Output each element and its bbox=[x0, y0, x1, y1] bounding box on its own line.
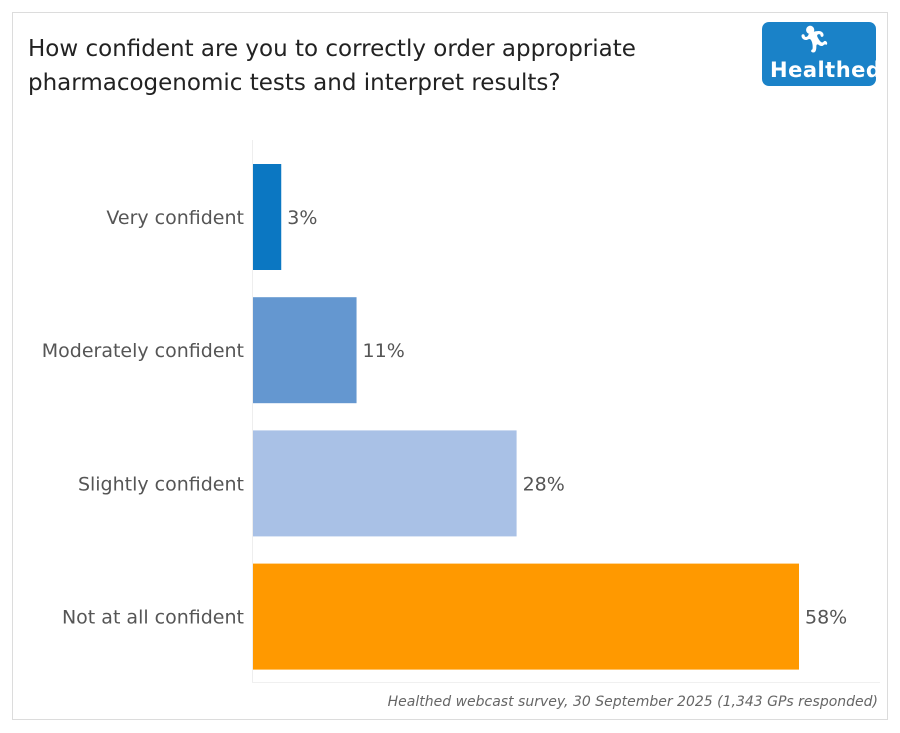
chart-card bbox=[12, 12, 888, 720]
category-label: Very confident bbox=[106, 207, 244, 229]
logo-text: Healthed bbox=[770, 58, 882, 82]
value-label: 3% bbox=[287, 207, 317, 229]
runner-icon: 🏃︎ bbox=[798, 25, 832, 55]
category-label: Slightly confident bbox=[78, 473, 244, 495]
category-label: Not at all confident bbox=[62, 607, 244, 629]
category-label: Moderately confident bbox=[42, 340, 244, 362]
chart-title: How confident are you to correctly order… bbox=[28, 36, 636, 96]
bar-0 bbox=[253, 164, 282, 270]
source-note: Healthed webcast survey, 30 September 20… bbox=[387, 694, 878, 710]
bar-1 bbox=[253, 297, 357, 404]
value-label: 28% bbox=[523, 473, 565, 495]
healthed-logo: 🏃︎ Healthed bbox=[762, 22, 881, 86]
bar-3 bbox=[253, 563, 799, 670]
value-label: 11% bbox=[363, 340, 405, 362]
value-label: 58% bbox=[805, 607, 847, 629]
bar-2 bbox=[253, 430, 517, 537]
